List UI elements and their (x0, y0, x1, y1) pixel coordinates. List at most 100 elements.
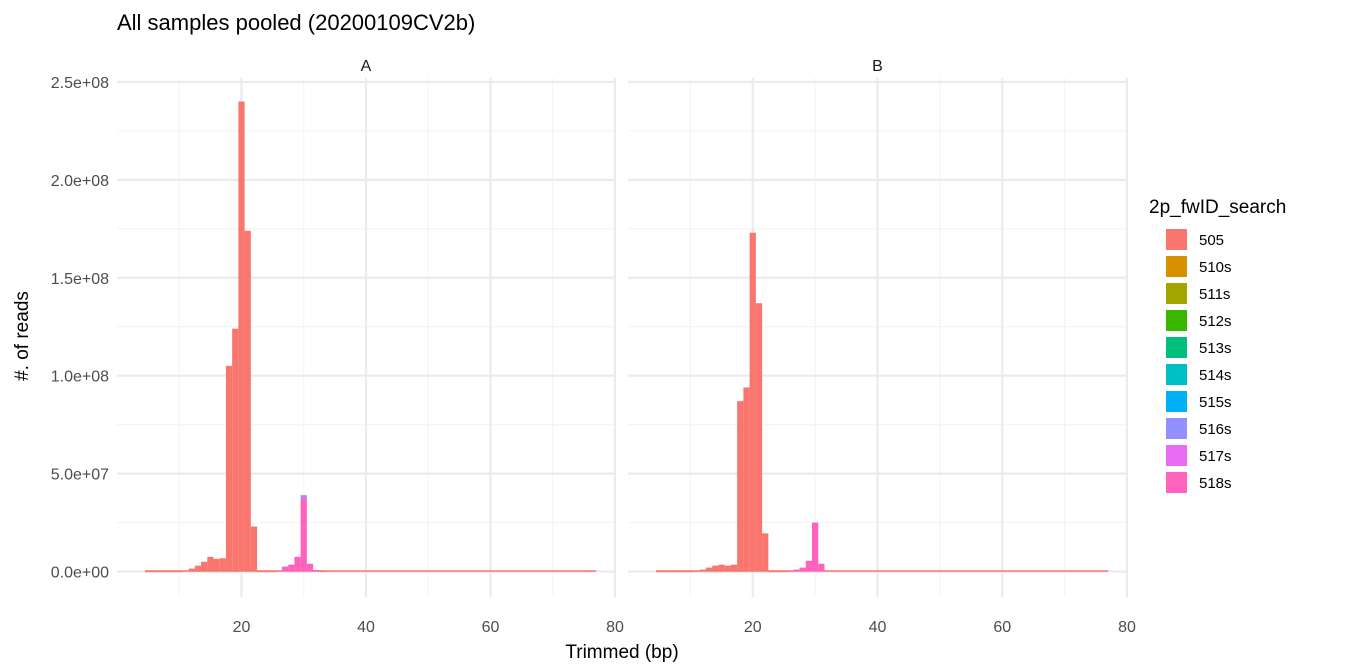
histogram-bar (586, 570, 594, 572)
histogram-bar (674, 571, 682, 573)
histogram-bar (294, 556, 301, 572)
y-tick-label: 1.0e+08 (51, 369, 109, 386)
x-tick-label: 80 (1118, 619, 1136, 636)
legend-label: 513s (1199, 340, 1232, 357)
legend-title: 2p_fwID_search (1149, 197, 1286, 218)
histogram-bar (718, 564, 725, 572)
histogram-bar (724, 565, 731, 572)
histogram-bar-stacked (300, 495, 307, 499)
histogram-bar (805, 560, 813, 572)
x-tick-label: 80 (606, 619, 624, 636)
legend-item-515s: 515s (1166, 391, 1232, 412)
legend-label: 515s (1199, 394, 1232, 411)
facet-strip-label: A (361, 58, 372, 75)
x-tick-label: 40 (869, 619, 887, 636)
histogram-bar (768, 571, 775, 573)
histogram-bar (668, 571, 675, 573)
histogram-bar (157, 571, 164, 573)
histogram-bar (207, 556, 214, 572)
histogram-bar (787, 570, 794, 572)
legend-item-505: 505 (1166, 229, 1224, 250)
legend: 2p_fwID_search 505 510s 511s 512s 513s 514s 51… (1149, 197, 1286, 493)
legend-label: 517s (1199, 448, 1232, 465)
x-tick-label: 40 (357, 619, 375, 636)
histogram-bar (730, 564, 738, 572)
histogram-bar (269, 571, 276, 573)
chart-title: All samples pooled (20200109CV2b) (117, 10, 475, 35)
histogram-bar (737, 401, 744, 572)
histogram-bar (662, 571, 669, 573)
legend-item-513s: 513s (1166, 337, 1232, 358)
legend-label: 510s (1199, 259, 1232, 276)
legend-item-514s: 514s (1166, 364, 1232, 385)
histogram-bar (201, 561, 208, 572)
histogram-bar (755, 303, 763, 572)
histogram-bar (232, 328, 239, 572)
histogram-bar (151, 571, 158, 573)
y-tick-label: 2.5e+08 (51, 75, 109, 92)
legend-swatch (1166, 391, 1187, 412)
histogram-bar (705, 567, 713, 572)
histogram-bar (145, 571, 152, 573)
histogram-bar (687, 571, 694, 573)
x-tick-label: 60 (482, 619, 500, 636)
histogram-bar (699, 569, 706, 572)
histogram-bar (793, 569, 800, 572)
histogram-bar (188, 568, 195, 572)
legend-item-517s: 517s (1166, 445, 1232, 466)
histogram-bar (163, 571, 170, 573)
y-tick-label: 5.0e+07 (51, 467, 109, 484)
legend-label: 505 (1199, 232, 1224, 249)
histogram-bar (244, 230, 251, 572)
legend-label: 514s (1199, 367, 1232, 384)
histogram-bar (693, 570, 700, 572)
histogram-bar (194, 565, 202, 572)
histogram-bar (681, 571, 688, 573)
legend-label: 518s (1199, 475, 1232, 492)
legend-swatch (1166, 283, 1187, 304)
x-axis-title: Trimmed (bp) (565, 642, 678, 663)
legend-item-510s: 510s (1166, 256, 1232, 277)
legend-label: 512s (1199, 313, 1232, 330)
legend-item-518s: 518s (1166, 472, 1232, 493)
panel-a: A 20 40 60 80 (117, 58, 624, 636)
y-tick-label: 2.0e+08 (51, 173, 109, 190)
histogram-bar (281, 566, 289, 572)
facet-strip-label: B (872, 58, 883, 75)
y-axis-title: #. of reads (12, 291, 33, 381)
histogram-bar (257, 571, 264, 573)
y-tick-label: 0.0e+00 (51, 565, 109, 582)
legend-swatch (1166, 418, 1187, 439)
x-tick-label: 20 (233, 619, 251, 636)
histogram-bar (219, 558, 226, 572)
histogram-bar (743, 387, 750, 572)
legend-items: 505 510s 511s 512s 513s 514s 515s 516s 517s 518s (1166, 229, 1232, 493)
histogram-bar (656, 571, 663, 573)
legend-item-516s: 516s (1166, 418, 1232, 439)
histogram-bar (176, 571, 183, 573)
histogram-bar (818, 563, 825, 572)
legend-item-512s: 512s (1166, 310, 1232, 331)
histogram-bar (762, 533, 769, 572)
histogram-bar (182, 570, 189, 572)
histogram-bar (169, 571, 177, 573)
legend-swatch (1166, 472, 1187, 493)
histogram-bar (749, 232, 756, 572)
histogram-bar (300, 498, 307, 572)
legend-label: 516s (1199, 421, 1232, 438)
histogram-bar (306, 563, 314, 572)
histogram-bar (712, 565, 719, 572)
histogram-bar (263, 571, 270, 573)
legend-swatch (1166, 364, 1187, 385)
legend-item-511s: 511s (1166, 283, 1230, 304)
legend-swatch (1166, 337, 1187, 358)
histogram-bar (824, 570, 831, 572)
histogram-bar (238, 101, 245, 572)
legend-swatch (1166, 310, 1187, 331)
facet-panels: A 20 40 60 80 B 20 40 60 80 0.0e+00 5.0e+07 1.0e+08 1… (51, 58, 1136, 636)
histogram-bar (250, 526, 258, 572)
histogram-bar (780, 571, 788, 573)
panel-b: B 20 40 60 80 (628, 58, 1136, 636)
histogram-bar (288, 564, 295, 572)
